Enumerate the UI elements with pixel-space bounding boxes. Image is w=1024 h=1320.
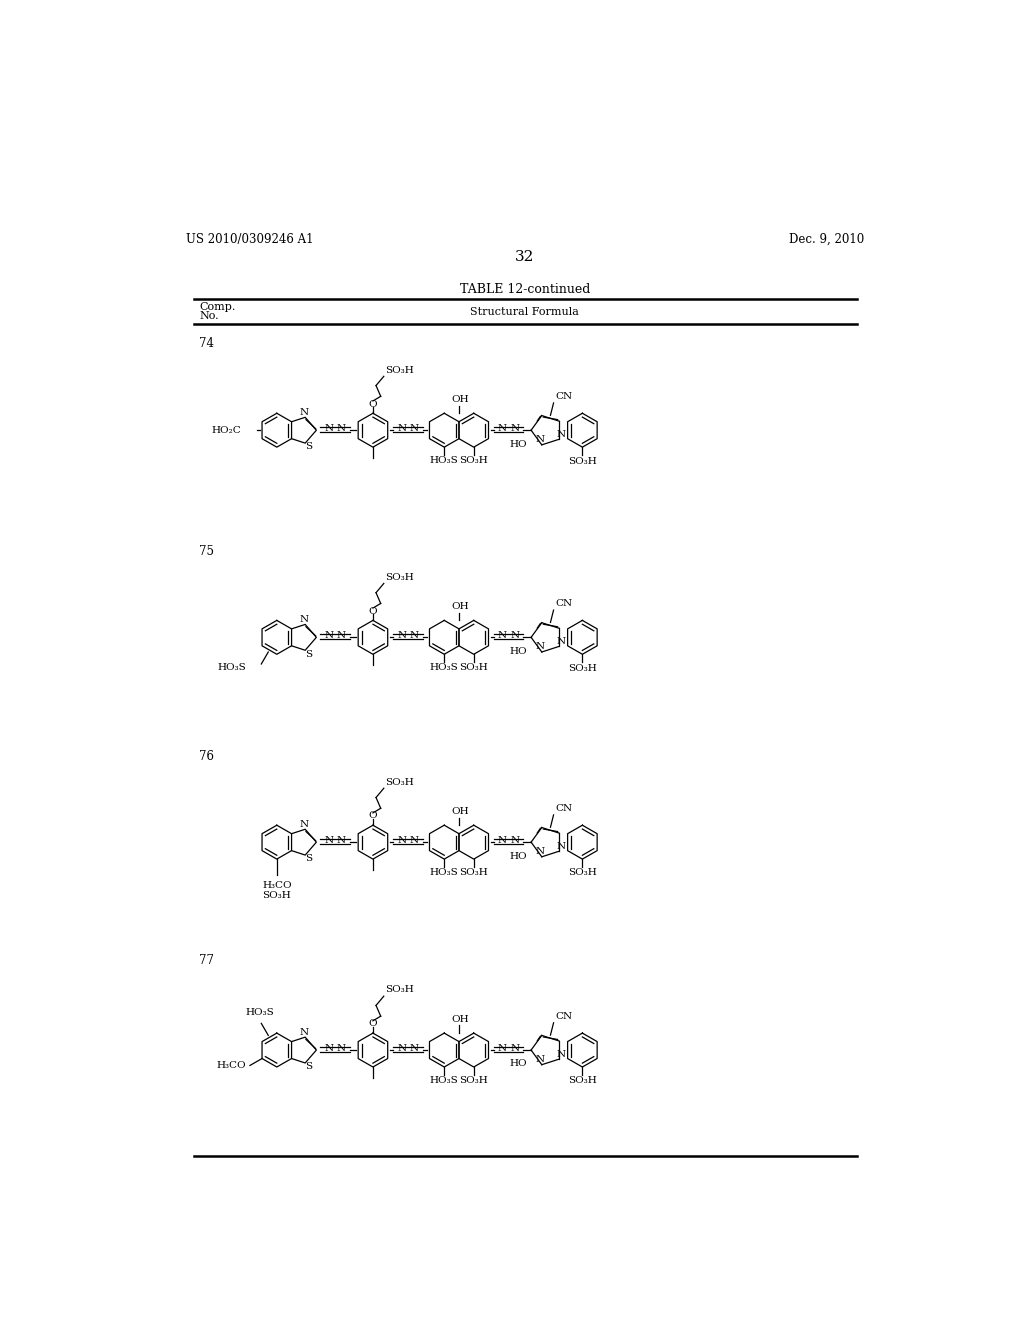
Text: N: N (300, 408, 309, 417)
Text: N: N (337, 424, 346, 433)
Text: N: N (300, 1028, 309, 1038)
Text: CN: CN (555, 392, 572, 401)
Text: H₃CO: H₃CO (216, 1061, 246, 1071)
Text: Comp.: Comp. (200, 302, 236, 312)
Text: US 2010/0309246 A1: US 2010/0309246 A1 (186, 232, 313, 246)
Text: N: N (557, 842, 566, 851)
Text: SO₃H: SO₃H (568, 869, 597, 878)
Text: 74: 74 (200, 337, 214, 350)
Text: HO: HO (510, 1060, 527, 1068)
Text: SO₃H: SO₃H (262, 891, 291, 900)
Text: N: N (557, 638, 566, 647)
Text: O: O (369, 607, 377, 615)
Text: N: N (410, 836, 419, 845)
Text: N: N (498, 424, 507, 433)
Text: N: N (536, 642, 545, 651)
Text: CN: CN (555, 1012, 572, 1022)
Text: N: N (325, 424, 334, 433)
Text: 76: 76 (200, 750, 214, 763)
Text: SO₃H: SO₃H (385, 986, 414, 994)
Text: SO₃H: SO₃H (568, 457, 597, 466)
Text: TABLE 12-continued: TABLE 12-continued (460, 282, 590, 296)
Text: O: O (369, 400, 377, 408)
Text: N: N (536, 847, 545, 855)
Text: N: N (325, 631, 334, 640)
Text: N: N (325, 836, 334, 845)
Text: S: S (305, 442, 312, 451)
Text: N: N (557, 1049, 566, 1059)
Text: HO₃S: HO₃S (430, 1076, 459, 1085)
Text: HO₃S: HO₃S (246, 1008, 274, 1018)
Text: N: N (337, 1044, 346, 1053)
Text: OH: OH (452, 1015, 469, 1024)
Text: N: N (410, 631, 419, 640)
Text: HO₃S: HO₃S (217, 663, 246, 672)
Text: No.: No. (200, 312, 219, 321)
Text: SO₃H: SO₃H (568, 664, 597, 673)
Text: SO₃H: SO₃H (460, 1076, 488, 1085)
Text: CN: CN (555, 804, 572, 813)
Text: N: N (510, 631, 519, 640)
Text: N: N (300, 820, 309, 829)
Text: N: N (536, 436, 545, 444)
Text: 32: 32 (515, 249, 535, 264)
Text: SO₃H: SO₃H (385, 573, 414, 582)
Text: CN: CN (555, 599, 572, 609)
Text: N: N (337, 631, 346, 640)
Text: N: N (510, 836, 519, 845)
Text: N: N (410, 1044, 419, 1053)
Text: N: N (410, 424, 419, 433)
Text: 77: 77 (200, 954, 214, 968)
Text: SO₃H: SO₃H (568, 1076, 597, 1085)
Text: N: N (510, 424, 519, 433)
Text: HO: HO (510, 647, 527, 656)
Text: N: N (498, 631, 507, 640)
Text: S: S (305, 854, 312, 863)
Text: N: N (536, 1055, 545, 1064)
Text: N: N (498, 1044, 507, 1053)
Text: SO₃H: SO₃H (385, 777, 414, 787)
Text: N: N (510, 1044, 519, 1053)
Text: HO₃S: HO₃S (430, 867, 459, 876)
Text: SO₃H: SO₃H (460, 455, 488, 465)
Text: N: N (337, 836, 346, 845)
Text: OH: OH (452, 602, 469, 611)
Text: Structural Formula: Structural Formula (470, 306, 580, 317)
Text: HO₃S: HO₃S (430, 455, 459, 465)
Text: O: O (369, 1019, 377, 1028)
Text: H₃CO: H₃CO (262, 880, 292, 890)
Text: SO₃H: SO₃H (385, 366, 414, 375)
Text: SO₃H: SO₃H (460, 663, 488, 672)
Text: N: N (325, 1044, 334, 1053)
Text: HO₃S: HO₃S (430, 663, 459, 672)
Text: O: O (369, 812, 377, 821)
Text: N: N (300, 615, 309, 624)
Text: N: N (397, 424, 407, 433)
Text: HO: HO (510, 851, 527, 861)
Text: SO₃H: SO₃H (460, 867, 488, 876)
Text: S: S (305, 1063, 312, 1072)
Text: HO: HO (510, 440, 527, 449)
Text: N: N (498, 836, 507, 845)
Text: N: N (397, 1044, 407, 1053)
Text: OH: OH (452, 807, 469, 816)
Text: S: S (305, 649, 312, 659)
Text: HO₂C: HO₂C (211, 426, 241, 434)
Text: N: N (397, 631, 407, 640)
Text: N: N (397, 836, 407, 845)
Text: OH: OH (452, 395, 469, 404)
Text: N: N (557, 430, 566, 440)
Text: Dec. 9, 2010: Dec. 9, 2010 (790, 232, 864, 246)
Text: 75: 75 (200, 545, 214, 557)
